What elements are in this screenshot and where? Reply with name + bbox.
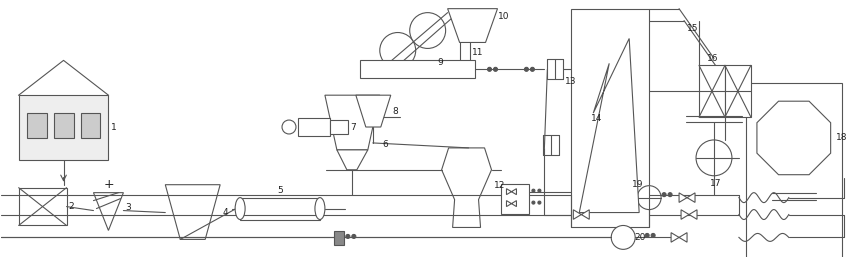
Text: 18: 18 <box>836 133 848 142</box>
Bar <box>54 113 73 138</box>
Circle shape <box>380 33 415 68</box>
Text: 8: 8 <box>393 107 398 116</box>
Circle shape <box>530 67 534 71</box>
Circle shape <box>532 189 535 192</box>
Ellipse shape <box>315 198 325 220</box>
Circle shape <box>696 140 732 176</box>
Bar <box>298 118 330 136</box>
Bar <box>330 120 348 134</box>
Bar <box>699 65 725 117</box>
Circle shape <box>346 235 350 238</box>
Text: +: + <box>104 178 114 191</box>
Text: 6: 6 <box>383 140 389 149</box>
Circle shape <box>532 201 535 204</box>
Circle shape <box>494 67 498 71</box>
Bar <box>360 60 475 78</box>
Text: 5: 5 <box>277 186 283 195</box>
Ellipse shape <box>235 198 245 220</box>
Bar <box>19 95 108 160</box>
Text: 19: 19 <box>632 180 643 189</box>
Text: 9: 9 <box>437 58 443 67</box>
Text: 1: 1 <box>111 123 117 132</box>
Text: 11: 11 <box>471 48 483 57</box>
Text: 3: 3 <box>125 203 131 212</box>
Circle shape <box>524 67 528 71</box>
Text: 2: 2 <box>69 202 74 211</box>
Circle shape <box>668 193 672 197</box>
Circle shape <box>351 235 356 238</box>
Polygon shape <box>448 9 498 43</box>
Polygon shape <box>580 38 639 213</box>
Circle shape <box>488 67 492 71</box>
Polygon shape <box>681 210 697 219</box>
Bar <box>81 113 100 138</box>
Bar <box>725 65 751 117</box>
Polygon shape <box>757 101 831 175</box>
Polygon shape <box>506 189 517 195</box>
Circle shape <box>282 120 296 134</box>
Text: 17: 17 <box>711 179 722 188</box>
Circle shape <box>538 201 541 204</box>
Circle shape <box>645 233 649 237</box>
Polygon shape <box>165 185 220 239</box>
Circle shape <box>611 225 635 249</box>
Circle shape <box>409 13 446 49</box>
Text: 12: 12 <box>494 181 505 190</box>
Polygon shape <box>574 210 589 219</box>
Text: 15: 15 <box>687 24 699 33</box>
Text: 20: 20 <box>634 233 646 242</box>
Polygon shape <box>506 201 517 207</box>
Polygon shape <box>94 193 123 230</box>
Text: 4: 4 <box>222 208 228 217</box>
Circle shape <box>538 189 541 192</box>
Text: 14: 14 <box>591 114 603 123</box>
Bar <box>501 184 529 214</box>
Polygon shape <box>442 148 492 228</box>
Bar <box>746 83 842 258</box>
Circle shape <box>651 233 655 237</box>
Text: 13: 13 <box>565 77 577 86</box>
Polygon shape <box>337 150 368 170</box>
Text: 10: 10 <box>498 12 509 21</box>
Circle shape <box>662 193 666 197</box>
Polygon shape <box>356 95 391 127</box>
Text: 16: 16 <box>707 54 718 63</box>
Bar <box>240 198 320 220</box>
Bar <box>19 188 66 225</box>
Circle shape <box>637 186 661 209</box>
Bar <box>571 9 649 228</box>
Polygon shape <box>325 95 380 150</box>
Polygon shape <box>671 233 687 242</box>
Polygon shape <box>679 193 695 203</box>
Text: 7: 7 <box>350 123 356 132</box>
Bar <box>26 113 47 138</box>
Bar <box>334 231 344 245</box>
